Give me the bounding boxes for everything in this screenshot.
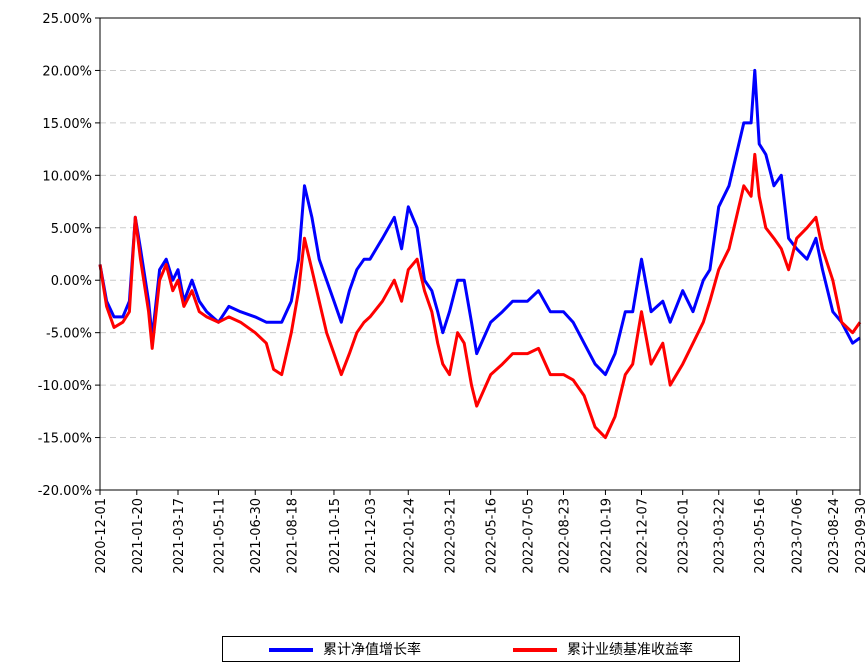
y-tick-label: -15.00% (38, 432, 92, 447)
x-tick-label: 2021-01-20 (131, 498, 146, 574)
series-line (98, 152, 862, 440)
x-tick-label: 2021-05-11 (212, 498, 227, 574)
legend-key (269, 648, 313, 652)
y-tick-label: 20.00% (42, 64, 92, 79)
y-tick-label: -10.00% (38, 379, 92, 394)
x-tick-label: 2021-03-17 (172, 498, 187, 574)
legend: 累计净值增长率 累计业绩基准收益率 (222, 636, 740, 662)
x-tick-label: 2022-07-05 (521, 498, 536, 574)
x-tick-label: 2022-03-21 (443, 498, 458, 574)
y-tick-label: -5.00% (46, 327, 92, 342)
x-tick-label: 2022-12-07 (635, 498, 650, 574)
x-tick-label: 2020-12-01 (94, 498, 109, 574)
x-tick-label: 2021-06-30 (249, 498, 264, 574)
legend-key (513, 648, 557, 652)
chart: -20.00% -15.00% -10.00% -5.00% 0.00% 5.00% 10.… (38, 12, 866, 574)
x-tick-label: 2022-08-23 (558, 498, 573, 574)
legend-item: 累计净值增长率 (269, 639, 421, 659)
y-tick-label: 25.00% (42, 12, 92, 27)
x-tick-label: 2023-03-22 (713, 498, 728, 574)
y-tick-label: 10.00% (42, 169, 92, 184)
series-line (98, 68, 861, 377)
y-tick-label: 5.00% (51, 222, 92, 237)
y-tick-label: 15.00% (42, 117, 92, 132)
x-tick-label: 2022-01-24 (402, 498, 417, 574)
x-tick-label: 2023-09-30 (854, 498, 866, 574)
legend-label: 累计业绩基准收益率 (567, 642, 693, 658)
x-tick-label: 2022-05-16 (485, 498, 500, 574)
x-tick-label: 2023-02-01 (677, 498, 692, 574)
x-tick-label: 2023-07-06 (791, 498, 806, 574)
x-tick-label: 2022-10-19 (599, 498, 614, 574)
x-tick-label: 2023-08-24 (827, 498, 842, 574)
x-tick-label: 2021-08-18 (285, 498, 300, 574)
y-tick-label: -20.00% (38, 484, 92, 499)
x-tick-label: 2021-10-15 (328, 498, 343, 574)
legend-label: 累计净值增长率 (323, 642, 421, 658)
plot-frame (99, 17, 861, 491)
legend-item: 累计业绩基准收益率 (513, 639, 693, 659)
y-tick-label: 0.00% (51, 274, 92, 289)
x-tick-label: 2023-05-16 (753, 498, 768, 574)
x-tick-label: 2021-12-03 (364, 498, 379, 574)
